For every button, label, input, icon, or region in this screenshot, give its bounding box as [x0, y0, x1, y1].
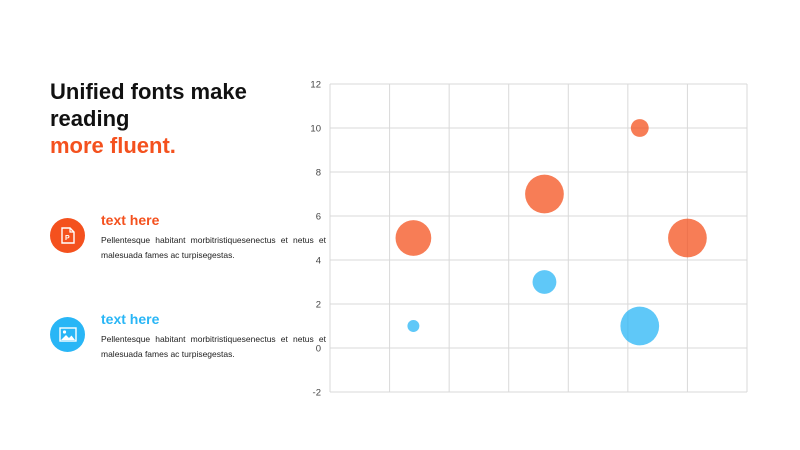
svg-text:P: P — [65, 235, 70, 242]
bubble-series-2-point-1 — [407, 320, 420, 332]
headline-accent: more fluent. — [50, 133, 176, 158]
headline-line-2: reading — [50, 106, 130, 131]
y-tick-label: 2 — [316, 300, 321, 311]
bubble-series-2-point-2 — [532, 270, 557, 294]
y-tick-label: 0 — [316, 344, 321, 355]
y-tick-label: 4 — [316, 256, 321, 267]
y-tick-label: 10 — [310, 124, 321, 135]
feature-title-2: text here — [101, 311, 160, 327]
bubble-series-1-point-3 — [630, 119, 649, 137]
bubble-series-1-point-4 — [668, 218, 707, 258]
y-tick-label: 8 — [316, 168, 321, 179]
feature-title-1: text here — [101, 212, 160, 228]
image-icon — [50, 317, 85, 352]
document-p-icon: P — [50, 218, 85, 253]
bubble-series-1-point-1 — [395, 220, 432, 256]
feature-desc-2: Pellentesque habitant morbitristiquesene… — [101, 334, 326, 359]
bubble-series-1-point-2 — [525, 174, 564, 214]
y-tick-label: -2 — [313, 388, 321, 399]
y-tick-label: 6 — [316, 212, 321, 223]
y-tick-label: 12 — [310, 80, 321, 91]
headline: Unified fonts make reading more fluent. — [50, 78, 310, 159]
bubble-chart: -2 0 2 4 6 8 10 12 — [310, 80, 748, 399]
feature-desc-1: Pellentesque habitant morbitristiquesene… — [101, 235, 326, 260]
headline-line-1: Unified fonts make — [50, 79, 247, 104]
bubble-series-2-point-3 — [620, 306, 660, 346]
